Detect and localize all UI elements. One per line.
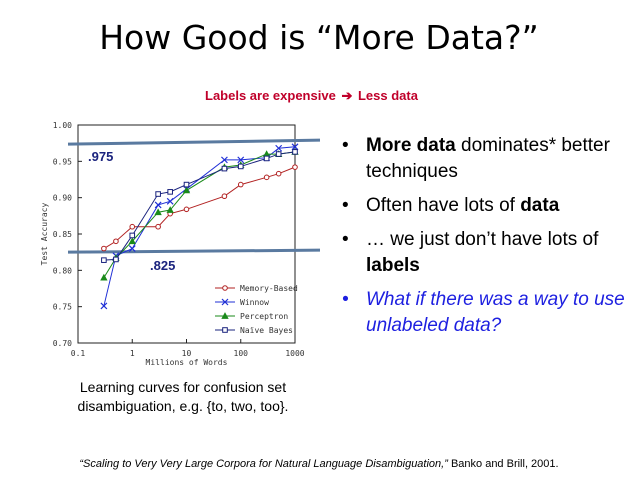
x-tick-label: 1000 [285, 349, 304, 358]
data-point [154, 201, 162, 209]
data-point [275, 170, 282, 177]
bullet-text: … we just don’t have lots of [366, 229, 599, 250]
y-tick-label: 0.95 [53, 157, 72, 166]
bullet-text: What if there was a way to use unlabeled… [366, 289, 625, 336]
data-point [221, 298, 229, 306]
data-point [101, 257, 107, 263]
reference-line [67, 248, 321, 254]
y-tick-label: 1.00 [53, 121, 72, 130]
legend-label: Perceptron [240, 312, 288, 321]
data-point [222, 327, 228, 333]
data-point [155, 223, 161, 230]
arrow-right-icon: ➔ [341, 88, 353, 103]
data-point [292, 164, 298, 170]
data-point [100, 302, 108, 310]
data-point [275, 151, 282, 157]
data-point [166, 206, 174, 213]
x-tick-label: 100 [234, 349, 249, 358]
y-tick-label: 0.85 [53, 230, 72, 239]
subtitle-right: Less data [357, 88, 418, 103]
data-point [128, 245, 136, 252]
data-point [221, 193, 228, 200]
subtitle-left: Labels are expensive [205, 88, 336, 103]
data-point [128, 237, 136, 245]
data-point [113, 238, 119, 245]
bullet-dot-icon: • [342, 229, 349, 250]
bullet-text: labels [366, 255, 420, 276]
slide-title: How Good is “More Data?” [99, 18, 539, 57]
y-axis-label: Test Accuracy [40, 203, 49, 266]
bullet-text: Often have lots of [366, 195, 521, 216]
legend-label: Naïve Bayes [240, 326, 293, 335]
data-point [182, 186, 191, 194]
data-point [237, 163, 244, 170]
data-point [166, 197, 174, 205]
data-point [155, 191, 161, 197]
bullet-text: More data [366, 135, 456, 156]
citation-authors: Banko and Brill, 2001. [450, 458, 559, 470]
reference-line [67, 138, 321, 146]
y-tick-label: 0.75 [53, 303, 72, 312]
data-point [275, 144, 283, 152]
bullet-dot-icon: • [342, 289, 349, 310]
data-point [263, 174, 270, 181]
bullet-text: dominates* better techniques [366, 135, 610, 182]
data-point [221, 312, 229, 319]
bullet-dot-icon: • [342, 135, 349, 156]
subtitle: Labels are expensive ➔ Less data [205, 88, 418, 104]
data-point [221, 165, 228, 172]
data-point [167, 189, 173, 195]
bullet-item: • … we just don’t have lots of labels [338, 227, 628, 279]
series-line [103, 151, 296, 278]
x-axis-label: Millions of Words [146, 358, 228, 367]
data-point [129, 223, 136, 230]
data-point [222, 285, 228, 291]
data-point [220, 156, 228, 164]
data-point [237, 181, 244, 188]
data-point [183, 181, 190, 188]
annotation-label: .825 [150, 258, 175, 273]
x-tick-label: 10 [182, 349, 192, 358]
data-point [100, 273, 108, 281]
citation-title: “Scaling to Very Very Large Corpora for … [79, 458, 448, 470]
data-point [183, 206, 190, 213]
x-tick-label: 0.1 [71, 349, 86, 358]
legend-label: Memory-Based [240, 284, 298, 293]
x-tick-label: 1 [130, 349, 135, 358]
citation: “Scaling to Very Very Large Corpora for … [0, 458, 638, 470]
data-point [263, 155, 270, 162]
data-point [291, 143, 299, 151]
data-point [129, 232, 136, 239]
bullet-dot-icon: • [342, 195, 349, 216]
data-point [154, 208, 162, 216]
data-point [101, 245, 107, 252]
bullet-list: • More data dominates* better techniques •… [338, 133, 628, 347]
data-point [292, 149, 298, 155]
y-tick-label: 0.90 [53, 194, 72, 203]
legend-label: Winnow [240, 298, 269, 307]
bullet-item: • Often have lots of data [338, 193, 628, 219]
y-tick-label: 0.70 [53, 339, 72, 348]
chart-caption: Learning curves for confusion set disamb… [77, 379, 289, 414]
annotation-label: .975 [88, 149, 113, 164]
data-point [113, 256, 119, 263]
y-tick-label: 0.80 [53, 266, 72, 275]
bullet-text: data [520, 195, 560, 216]
data-point [237, 156, 245, 164]
bullet-item: • More data dominates* better techniques [338, 133, 628, 185]
bullet-item: • What if there was a way to use unlabele… [338, 287, 628, 339]
